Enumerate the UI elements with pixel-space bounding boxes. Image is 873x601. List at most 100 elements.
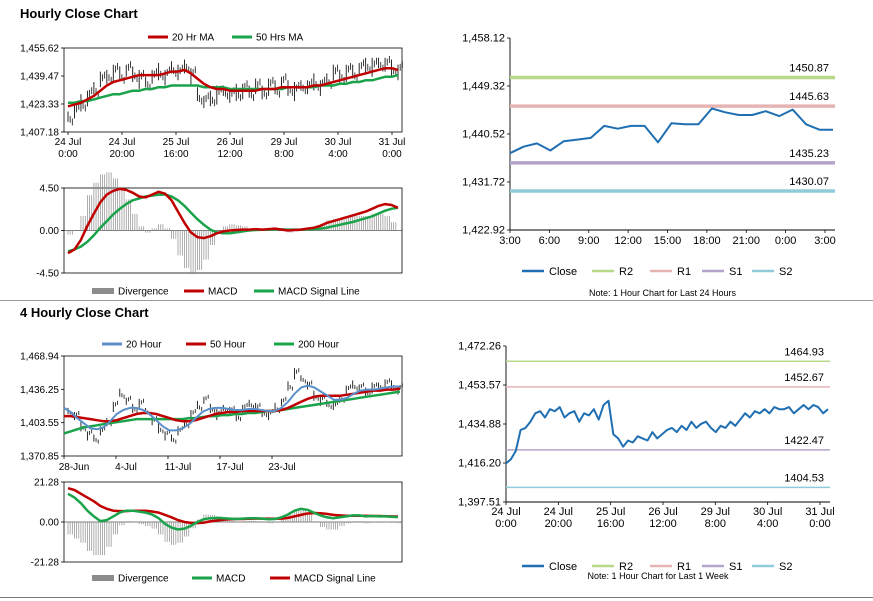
four-hourly-levels-legend-close-label: Close bbox=[549, 561, 577, 573]
hourly-price-xtick-label: 24 Jul bbox=[55, 137, 82, 148]
four-hourly-levels-ytick-label: 1,453.57 bbox=[458, 380, 501, 392]
hourly-levels-xtick-label: 6:00 bbox=[539, 235, 560, 247]
four-hourly-50-hour-line bbox=[64, 387, 401, 423]
hourly-price-ma-chart: 20 Hr MA 50 Hrs MA 1,455.62 1,439.47 1,423.3… bbox=[20, 33, 406, 161]
legend-4h-macd-signal-label: MACD Signal Line bbox=[294, 574, 376, 585]
hourly-price-xtick-label-time: 0:00 bbox=[382, 149, 402, 160]
hourly-levels-level-label-r1: 1445.63 bbox=[789, 91, 829, 103]
hourly-levels-legend-s1-label: S1 bbox=[729, 266, 742, 278]
hourly-20hr-ma-line bbox=[67, 66, 399, 108]
legend-20hr-ma-label: 20 Hr MA bbox=[172, 33, 215, 44]
hourly-price-xtick-label-time: 20:00 bbox=[109, 149, 134, 160]
hourly-levels-note: Note: 1 Hour Chart for Last 24 Hours bbox=[589, 288, 737, 298]
hourly-close-levels-chart: 1,458.12 1,449.32 1,440.52 1,431.72 1,422.92… bbox=[462, 33, 836, 299]
four-hourly-20-hour-line bbox=[63, 384, 400, 432]
hourly-levels-ytick-label: 1,440.52 bbox=[462, 129, 505, 141]
four-hourly-price-xtick-label: 11-Jul bbox=[165, 462, 192, 473]
hourly-price-xtick-label: 31 Jul bbox=[379, 137, 406, 148]
hourly-price-xtick-label: 29 Jul bbox=[271, 137, 298, 148]
four-hourly-levels-legend-s1-label: S1 bbox=[729, 561, 742, 573]
hourly-levels-ytick-label: 1,422.92 bbox=[462, 225, 505, 237]
four-hourly-price-ytick-label: 1,403.55 bbox=[20, 418, 59, 429]
four-hourly-section-title: 4 Hourly Close Chart bbox=[20, 305, 149, 320]
hourly-price-xtick-label-time: 0:00 bbox=[58, 149, 78, 160]
hourly-levels-legend-r2-label: R2 bbox=[619, 266, 633, 278]
hourly-levels-level-label-s1: 1435.23 bbox=[789, 148, 829, 160]
section-divider bbox=[0, 300, 873, 301]
hourly-macd-ytick-label: 4.50 bbox=[40, 184, 60, 195]
hourly-price-ytick-label: 1,423.33 bbox=[20, 100, 59, 111]
hourly-section-title: Hourly Close Chart bbox=[20, 6, 138, 21]
hourly-price-xtick-label-time: 4:00 bbox=[328, 149, 348, 160]
four-hourly-levels-xtick-label-time: 0:00 bbox=[809, 518, 830, 530]
hourly-levels-xtick-label: 3:00 bbox=[814, 235, 835, 247]
four-hourly-levels-xtick-label: 31 Jul bbox=[805, 506, 834, 518]
four-hourly-levels-xtick-label: 25 Jul bbox=[596, 506, 625, 518]
legend-4h-macd-label: MACD bbox=[216, 574, 245, 585]
hourly-price-xtick-label-time: 8:00 bbox=[274, 149, 294, 160]
four-hourly-levels-note: Note: 1 Hour Chart for Last 1 Week bbox=[588, 571, 729, 581]
legend-4h-divergence-swatch bbox=[92, 575, 114, 581]
hourly-levels-ytick-label: 1,431.72 bbox=[462, 177, 505, 189]
hourly-levels-xtick-label: 15:00 bbox=[654, 235, 682, 247]
four-hourly-price-ytick-label: 1,468.94 bbox=[20, 352, 59, 363]
bottom-rule bbox=[0, 597, 873, 598]
hourly-levels-xtick-label: 21:00 bbox=[732, 235, 760, 247]
four-hourly-price-xtick-label: 23-Jul bbox=[268, 462, 295, 473]
hourly-levels-close-line bbox=[509, 107, 833, 155]
hourly-price-xtick-label: 26 Jul bbox=[217, 137, 244, 148]
hourly-macd-chart: 4.50 0.00 -4.50 Divergence MACD MACD Signal L… bbox=[36, 172, 403, 298]
four-hourly-price-xtick-label: 28-Jun bbox=[59, 462, 90, 473]
four-hourly-levels-close-line bbox=[505, 399, 829, 465]
legend-20-hour-label: 20 Hour bbox=[126, 340, 162, 351]
hourly-macd-ytick-label: 0.00 bbox=[40, 226, 60, 237]
hourly-levels-xtick-label: 0:00 bbox=[775, 235, 796, 247]
hourly-macd-line bbox=[67, 187, 399, 255]
hourly-macd-ytick-label: -4.50 bbox=[36, 269, 59, 280]
hourly-price-xtick-label: 30 Jul bbox=[325, 137, 352, 148]
hourly-50hrs-ma-line bbox=[68, 73, 399, 105]
hourly-price-ytick-label: 1,439.47 bbox=[20, 72, 59, 83]
four-hourly-macd-chart: 21.28 0.00 -21.28 Divergence MACD MACD Signal… bbox=[31, 478, 403, 585]
four-hourly-levels-legend-r2-label: R2 bbox=[619, 561, 633, 573]
legend-divergence-label: Divergence bbox=[118, 287, 169, 298]
four-hourly-price-ytick-label: 1,370.85 bbox=[20, 452, 59, 463]
four-hourly-levels-legend-r1-label: R1 bbox=[677, 561, 691, 573]
four-hourly-200-hour-line bbox=[63, 390, 401, 435]
legend-200-hour-label: 200 Hour bbox=[298, 340, 340, 351]
four-hourly-levels-level-label-s2: 1404.53 bbox=[784, 472, 824, 484]
four-hourly-levels-ytick-label: 1,434.88 bbox=[458, 419, 501, 431]
four-hourly-levels-ytick-label: 1,472.26 bbox=[458, 341, 501, 353]
four-hourly-levels-level-label-r2: 1464.93 bbox=[784, 346, 824, 358]
legend-macd-label: MACD bbox=[208, 287, 237, 298]
hourly-price-ytick-label: 1,407.18 bbox=[20, 128, 59, 139]
hourly-price-xtick-label: 25 Jul bbox=[163, 137, 190, 148]
four-hourly-levels-xtick-label-time: 12:00 bbox=[649, 518, 677, 530]
hourly-levels-xtick-label: 18:00 bbox=[693, 235, 721, 247]
hourly-levels-legend-s2-label: S2 bbox=[779, 266, 792, 278]
hourly-price-xtick-label: 24 Jul bbox=[109, 137, 136, 148]
legend-50hrs-ma-label: 50 Hrs MA bbox=[256, 33, 304, 44]
four-hourly-levels-xtick-label: 30 Jul bbox=[753, 506, 782, 518]
hourly-price-plot-frame bbox=[63, 47, 403, 133]
four-hourly-macd-ytick-label: -21.28 bbox=[31, 558, 60, 569]
hourly-price-xtick-label-time: 12:00 bbox=[217, 149, 242, 160]
hourly-levels-xtick-label: 9:00 bbox=[578, 235, 599, 247]
four-hourly-levels-xtick-label: 24 Jul bbox=[491, 506, 520, 518]
four-hourly-levels-xtick-label: 29 Jul bbox=[701, 506, 730, 518]
four-hourly-levels-xtick-label-time: 8:00 bbox=[705, 518, 726, 530]
hourly-levels-ytick-label: 1,449.32 bbox=[462, 81, 505, 93]
hourly-macd-signal-line bbox=[67, 193, 399, 253]
four-hourly-levels-legend-s2-label: S2 bbox=[779, 561, 792, 573]
legend-divergence-swatch bbox=[92, 288, 114, 294]
four-hourly-price-ytick-label: 1,436.25 bbox=[20, 385, 59, 396]
four-hourly-macd-line bbox=[67, 492, 399, 531]
four-hourly-close-levels-chart: 1,472.26 1,453.57 1,434.88 1,416.20 1,397.51… bbox=[458, 341, 835, 582]
four-hourly-levels-ytick-label: 1,416.20 bbox=[458, 458, 501, 470]
four-hourly-levels-xtick-label: 24 Jul bbox=[544, 506, 573, 518]
four-hourly-price-xtick-label: 4-Jul bbox=[115, 462, 137, 473]
hourly-price-xtick-label-time: 16:00 bbox=[163, 149, 188, 160]
legend-4h-divergence-label: Divergence bbox=[118, 574, 169, 585]
hourly-levels-xtick-label: 3:00 bbox=[499, 235, 520, 247]
four-hourly-price-plot-frame bbox=[63, 355, 403, 457]
